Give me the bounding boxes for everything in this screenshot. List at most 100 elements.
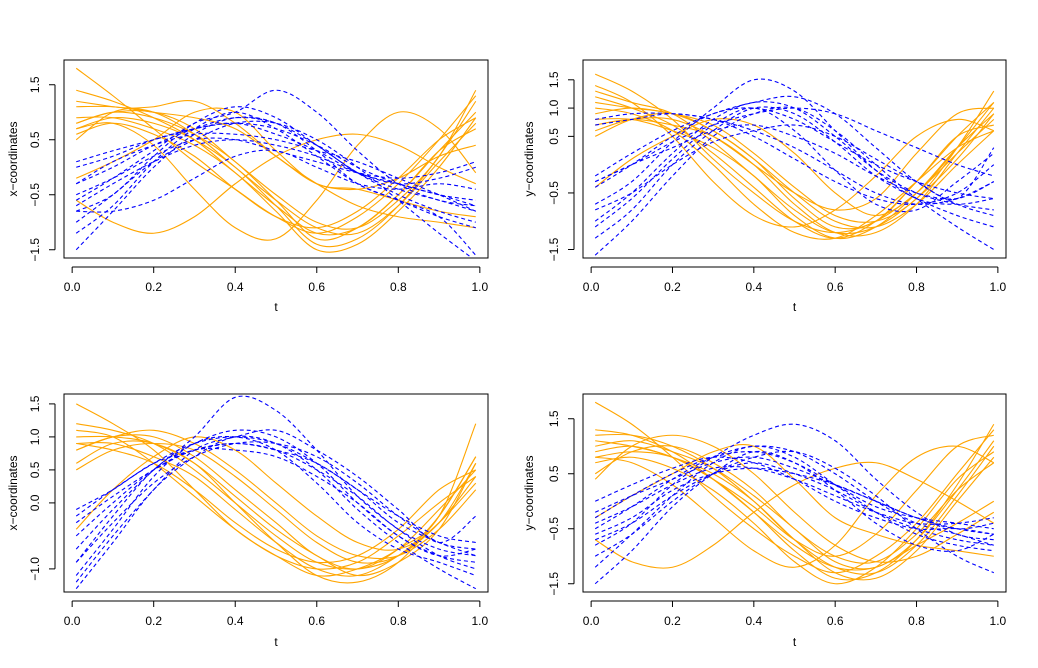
series-line-solid-9 bbox=[594, 102, 995, 217]
x-tick-label: 1.0 bbox=[472, 280, 489, 294]
series-line-dash-1 bbox=[594, 106, 995, 256]
y-tick-label: −0.5 bbox=[547, 517, 561, 541]
series-group bbox=[75, 67, 477, 258]
series-line-solid-11 bbox=[76, 105, 476, 191]
series-line-dash-6 bbox=[594, 95, 994, 217]
series-line-solid-2 bbox=[595, 433, 995, 575]
series-line-dash-4 bbox=[594, 445, 994, 546]
panel-1: 0.0 0.2 0.4 0.6 0.8 1.0 −1.5 −0.5 0.5 1.5 t x−coord… bbox=[6, 59, 489, 314]
series-line-solid-3 bbox=[76, 100, 477, 236]
x-tick-label: 0.0 bbox=[583, 280, 600, 294]
x-axis-title: t bbox=[793, 300, 797, 314]
series-line-dash-8 bbox=[76, 137, 476, 196]
x-tick-label: 0.2 bbox=[145, 280, 162, 294]
series-line-solid-1 bbox=[594, 401, 995, 574]
series-line-solid-4 bbox=[595, 90, 995, 223]
x-tick-label: 0.8 bbox=[908, 280, 925, 294]
series-line-solid-4 bbox=[76, 434, 477, 570]
series-line-dash-4 bbox=[75, 395, 476, 570]
series-line-dash-5 bbox=[75, 436, 476, 557]
x-tick-label: 0.6 bbox=[827, 614, 844, 628]
x-tick-label: 1.0 bbox=[990, 614, 1007, 628]
x-tick-label: 0.2 bbox=[664, 614, 681, 628]
y-tick-label: 0.5 bbox=[28, 461, 42, 478]
series-line-dash-9 bbox=[594, 107, 994, 183]
series-line-dash-12 bbox=[76, 122, 476, 207]
x-tick-label: 0.4 bbox=[227, 280, 244, 294]
series-line-dash-2 bbox=[594, 445, 994, 568]
y-tick-label: 0.5 bbox=[547, 128, 561, 145]
series-line-dash-2 bbox=[594, 106, 994, 239]
series-line-solid-5 bbox=[595, 107, 995, 237]
y-tick-label: −1.5 bbox=[28, 238, 42, 262]
series-line-solid-11 bbox=[595, 107, 994, 211]
x-tick-label: 0.6 bbox=[308, 614, 325, 628]
series-line-dash-8 bbox=[594, 465, 994, 525]
series-line-dash-9 bbox=[75, 429, 477, 583]
series-line-solid-4 bbox=[76, 89, 477, 230]
plot-frame bbox=[63, 59, 489, 259]
panel-2: 0.0 0.2 0.4 0.6 0.8 1.0 −1.5 −0.5 0.5 1.0 1.5 t y−co… bbox=[522, 59, 1007, 314]
series-line-dash-7 bbox=[75, 447, 476, 557]
series-line-dash-10 bbox=[75, 120, 473, 258]
series-line-dash-10 bbox=[75, 442, 476, 544]
series-line-dash-7 bbox=[595, 113, 995, 205]
series-line-solid-11 bbox=[594, 434, 995, 563]
y-tick-label: 1.5 bbox=[547, 410, 561, 427]
y-tick-label: 0.5 bbox=[28, 131, 42, 148]
x-tick-label: 1.0 bbox=[990, 280, 1007, 294]
series-line-dash-12 bbox=[594, 107, 995, 228]
series-line-dash-11 bbox=[594, 456, 994, 535]
series-line-solid-13 bbox=[595, 429, 995, 571]
x-tick-label: 0.0 bbox=[583, 614, 600, 628]
series-line-dash-1 bbox=[594, 450, 995, 585]
x-axis-title: t bbox=[274, 635, 278, 649]
series-line-solid-7 bbox=[76, 111, 477, 241]
series-group bbox=[594, 73, 995, 256]
series-line-solid-1 bbox=[75, 403, 477, 577]
series-line-dash-11 bbox=[594, 124, 995, 211]
series-line-solid-6 bbox=[595, 451, 995, 585]
series-line-dash-5 bbox=[76, 116, 476, 212]
series-line-solid-9 bbox=[594, 461, 995, 569]
y-tick-label: 0.5 bbox=[547, 465, 561, 482]
series-line-dash-11 bbox=[75, 132, 476, 212]
series-line-solid-12 bbox=[594, 84, 994, 228]
y-axis-title: x−coordinates bbox=[6, 455, 20, 530]
x-tick-label: 0.8 bbox=[390, 280, 407, 294]
series-line-dash-3 bbox=[594, 101, 994, 222]
series-group bbox=[594, 401, 995, 585]
panel-3: 0.0 0.2 0.4 0.6 0.8 1.0 −1.0 0.0 0.5 1.0 1.5 t x−coo… bbox=[6, 393, 489, 649]
series-line-solid-3 bbox=[76, 435, 477, 577]
series-line-dash-5 bbox=[594, 107, 994, 200]
y-tick-label: 1.0 bbox=[28, 428, 42, 445]
y-axis-title: y−coordinates bbox=[522, 455, 536, 530]
x-tick-label: 0.4 bbox=[227, 614, 244, 628]
series-line-dash-4 bbox=[75, 89, 476, 207]
series-line-solid-13 bbox=[76, 111, 477, 241]
series-line-dash-3 bbox=[75, 429, 476, 563]
x-tick-label: 0.0 bbox=[64, 280, 81, 294]
series-line-dash-9 bbox=[594, 467, 994, 535]
y-tick-label: 1.5 bbox=[28, 395, 42, 412]
panel-4: 0.0 0.2 0.4 0.6 0.8 1.0 −1.5 −0.5 0.5 1.5 t y−coord… bbox=[522, 393, 1007, 649]
series-line-dash-10 bbox=[594, 124, 995, 200]
series-line-dash-7 bbox=[594, 462, 994, 546]
y-axis-title: y−coordinates bbox=[522, 121, 536, 196]
y-axis-title: x−coordinates bbox=[6, 121, 20, 196]
x-axis-title: t bbox=[793, 635, 797, 649]
series-line-solid-12 bbox=[595, 445, 995, 568]
x-tick-label: 0.2 bbox=[145, 614, 162, 628]
series-line-solid-10 bbox=[76, 429, 477, 570]
y-tick-label: −1.5 bbox=[547, 237, 561, 261]
x-tick-label: 0.2 bbox=[664, 280, 681, 294]
x-tick-label: 1.0 bbox=[472, 614, 489, 628]
series-line-dash-4 bbox=[594, 78, 994, 205]
series-line-dash-1 bbox=[75, 435, 477, 590]
x-tick-label: 0.4 bbox=[745, 614, 762, 628]
series-line-dash-2 bbox=[75, 435, 476, 577]
series-line-solid-2 bbox=[595, 90, 995, 235]
x-tick-label: 0.8 bbox=[390, 614, 407, 628]
y-tick-label: 1.0 bbox=[547, 99, 561, 116]
